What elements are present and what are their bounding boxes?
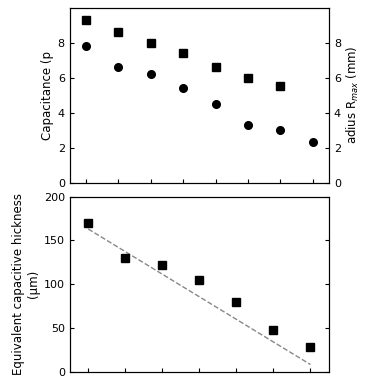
Y-axis label: Equivalent capacitive hickness
(μm): Equivalent capacitive hickness (μm) (12, 193, 39, 375)
Y-axis label: Capacitance (p: Capacitance (p (41, 51, 53, 140)
Y-axis label: adius R$_{max}$ (mm): adius R$_{max}$ (mm) (345, 46, 361, 144)
